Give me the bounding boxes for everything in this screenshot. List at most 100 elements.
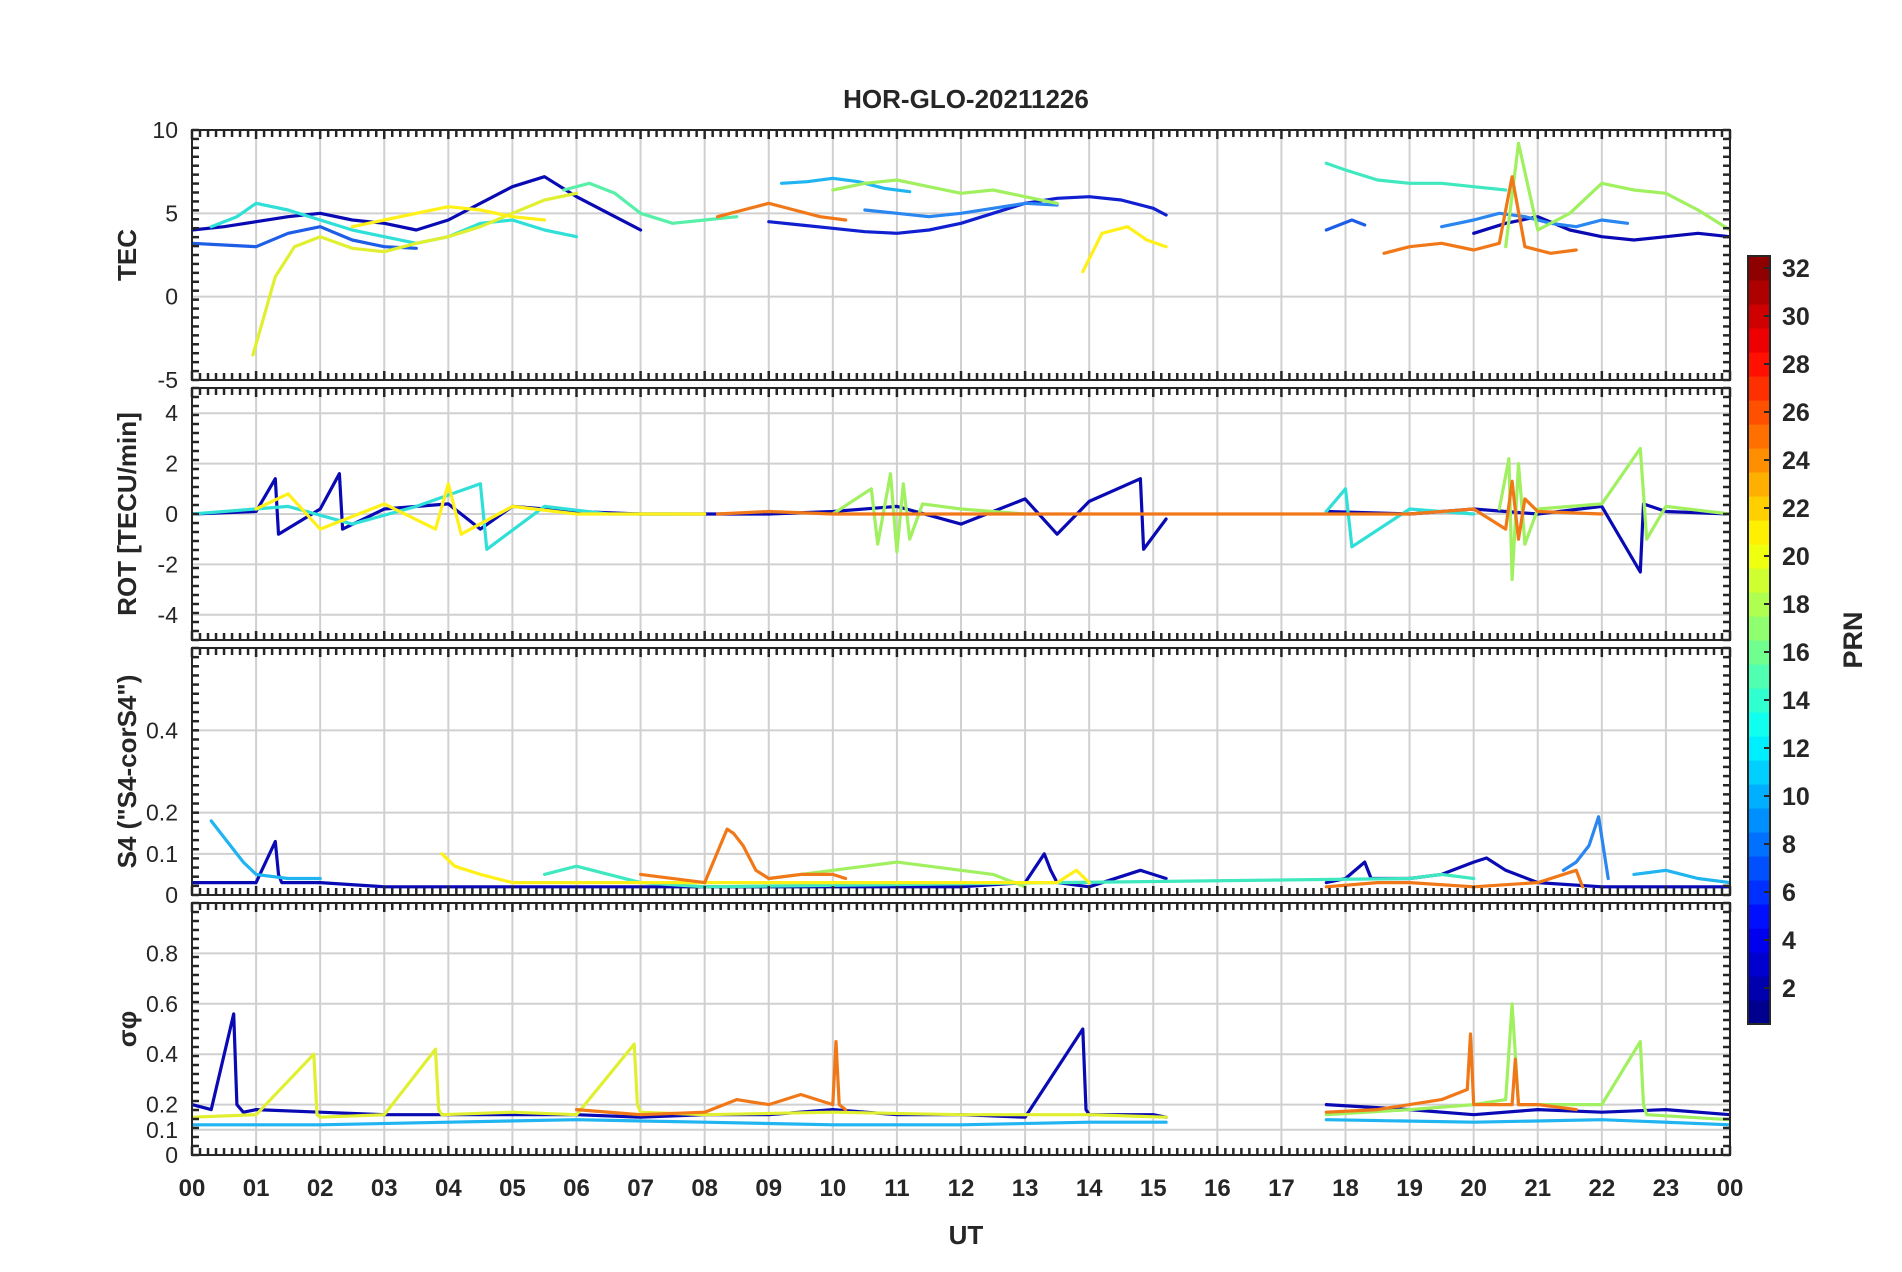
minor-ticks <box>190 646 1732 897</box>
colorbar-tick-label: 8 <box>1782 831 1796 859</box>
colorbar-segment <box>1748 664 1770 689</box>
colorbar-segment <box>1748 280 1770 305</box>
series-line-prn-2 <box>1472 215 1730 242</box>
colorbar-segment <box>1748 496 1770 521</box>
series-line-prn-17 <box>831 472 1027 554</box>
y-tick-label: 0.1 <box>146 841 178 867</box>
y-tick-label: 4 <box>165 400 178 426</box>
colorbar-tick-label: 16 <box>1782 639 1810 667</box>
x-tick-label: 07 <box>627 1175 654 1202</box>
colorbar-tick-label: 22 <box>1782 495 1810 523</box>
colorbar-segment <box>1748 472 1770 497</box>
colorbar-tick-label: 12 <box>1782 735 1810 763</box>
minor-ticks <box>190 128 1732 382</box>
colorbar-tick-label: 4 <box>1782 927 1796 955</box>
series-line-prn-24 <box>1382 175 1578 255</box>
x-axis-label: UT <box>949 1220 984 1250</box>
y-tick-label: 0.4 <box>146 1041 178 1067</box>
y-axis-label: σφ <box>112 1011 142 1047</box>
y-axis-label: S4 ("S4-corS4") <box>112 675 142 869</box>
colorbar-frame <box>1747 255 1771 1025</box>
colorbar-segment <box>1748 952 1770 977</box>
series-group <box>192 141 1730 357</box>
colorbar-tick-label: 18 <box>1782 591 1810 619</box>
colorbar-segment <box>1748 760 1770 785</box>
colorbar-segment <box>1748 976 1770 1001</box>
y-tick-label: 0 <box>165 882 178 908</box>
series-line-prn-17 <box>1504 141 1730 249</box>
colorbar-tick-label: 32 <box>1782 255 1810 283</box>
y-tick-label: 0.1 <box>146 1117 178 1143</box>
x-tick-label: 21 <box>1524 1175 1551 1202</box>
panel-4: 00.10.2 0.4 0.6 0.8 σφ <box>112 901 1732 1168</box>
series-line-prn-14 <box>1324 161 1508 192</box>
colorbar-segment <box>1748 616 1770 641</box>
x-tick-label: 22 <box>1588 1175 1615 1202</box>
y-tick-label: 5 <box>165 200 178 226</box>
y-tick-label: 0.8 <box>146 940 178 966</box>
colorbar-segment <box>1748 568 1770 593</box>
y-tick-label: -2 <box>158 551 178 577</box>
y-axis-label: TEC <box>112 229 142 281</box>
minor-ticks <box>190 901 1732 1157</box>
x-tick-label: 17 <box>1268 1175 1295 1202</box>
colorbar-segment <box>1748 832 1770 857</box>
colorbar-tick-label: 20 <box>1782 543 1810 571</box>
series-line-prn-12 <box>209 819 322 881</box>
series-line-prn-11 <box>779 176 912 194</box>
colorbar-segment <box>1748 352 1770 377</box>
panel-1: -5 0 5 10 TEC <box>112 117 1732 393</box>
x-tick-label: 08 <box>691 1175 718 1202</box>
colorbar-segment <box>1748 904 1770 929</box>
colorbar-tick-label: 6 <box>1782 879 1796 907</box>
x-tick-labels: 00 01 02 03 04 05 06 07 08 09 10 11 12 13 14 15 16 17 18 19… <box>179 1175 1744 1202</box>
colorbar-tick-label: 28 <box>1782 351 1810 379</box>
colorbar-segment <box>1748 880 1770 905</box>
colorbar-segment <box>1748 256 1770 281</box>
series-line-prn-24 <box>715 479 1604 541</box>
series-line-prn-9 <box>1439 211 1630 229</box>
colorbar-segment <box>1748 328 1770 353</box>
colorbar-segment <box>1748 736 1770 761</box>
series-line-prn-12 <box>192 1118 1168 1127</box>
series-line-prn-17 <box>1497 446 1730 582</box>
x-tick-label: 19 <box>1396 1175 1423 1202</box>
series-line-prn-12 <box>1632 868 1730 885</box>
series-line-prn-24 <box>638 827 848 885</box>
series-line-prn-20 <box>1081 225 1168 274</box>
x-tick-label: 03 <box>371 1175 398 1202</box>
y-tick-label: 0.4 <box>146 717 178 743</box>
y-tick-label: -4 <box>158 602 179 628</box>
x-tick-label: 02 <box>307 1175 334 1202</box>
colorbar-segment <box>1748 376 1770 401</box>
x-tick-label: 16 <box>1204 1175 1231 1202</box>
series-line-prn-12 <box>1324 1118 1730 1127</box>
colorbar-segment <box>1748 688 1770 713</box>
series-line-prn-19 <box>192 1042 1168 1119</box>
series-line-prn-13 <box>1324 487 1476 549</box>
y-axis-label: ROT [TECU/min] <box>112 412 142 616</box>
x-tick-label: 11 <box>884 1175 909 1202</box>
colorbar-segment <box>1748 808 1770 833</box>
colorbar-tick-label: 14 <box>1782 687 1810 715</box>
series-line-prn-15 <box>562 181 739 225</box>
series-line-prn-20 <box>350 205 547 229</box>
x-tick-label: 04 <box>435 1175 462 1202</box>
x-tick-label: 06 <box>563 1175 590 1202</box>
y-tick-label: -5 <box>158 367 178 393</box>
series-line-prn-7 <box>1324 218 1367 232</box>
series-line-prn-24 <box>1324 1032 1578 1114</box>
colorbar-tick-label: 24 <box>1782 447 1810 475</box>
x-tick-label: 14 <box>1076 1175 1103 1202</box>
panel-3: 0 0.1 0.2 0.4S4 ("S4-corS4") <box>112 646 1732 908</box>
x-tick-label: 00 <box>1717 1175 1744 1202</box>
colorbar-tick-label: 26 <box>1782 399 1810 427</box>
y-tick-label: 2 <box>165 451 178 477</box>
colorbar-segment <box>1748 928 1770 953</box>
series-line-prn-13 <box>209 201 579 245</box>
y-tick-label: 0.2 <box>146 1092 178 1118</box>
x-tick-label: 01 <box>243 1175 270 1202</box>
